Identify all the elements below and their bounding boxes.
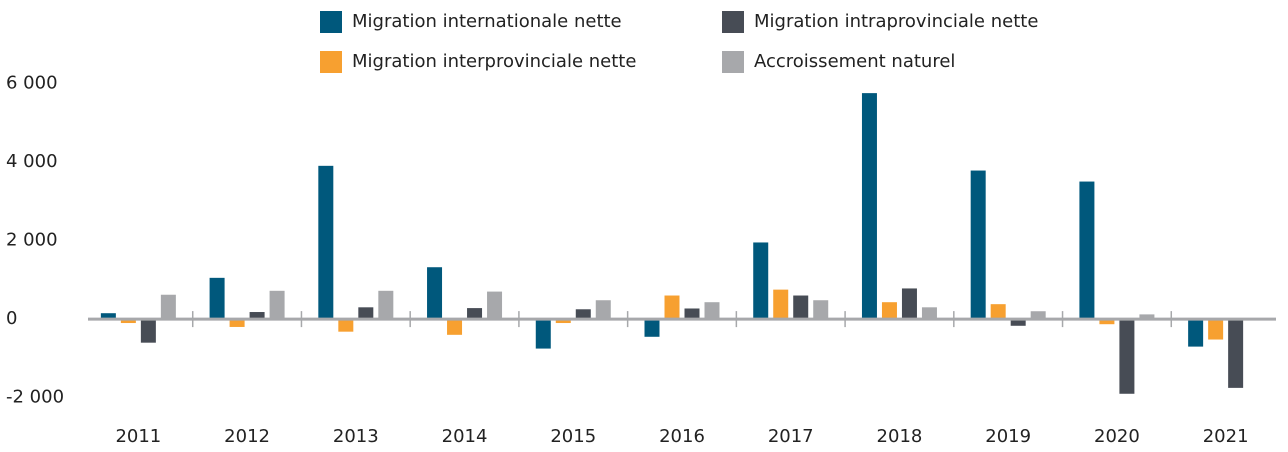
bar [535, 319, 551, 349]
x-tick-label: 2017 [768, 426, 814, 447]
x-tick-label: 2019 [985, 426, 1031, 447]
bar [229, 319, 245, 327]
legend-label: Accroissement naturel [754, 51, 955, 72]
bar [970, 170, 986, 320]
bar [921, 307, 937, 320]
bar [487, 291, 503, 320]
legend-label: Migration interprovinciale nette [352, 51, 636, 72]
bar [249, 312, 265, 320]
bar [269, 290, 285, 320]
bar [358, 307, 374, 320]
legend-swatch [320, 51, 342, 73]
bar [793, 295, 809, 320]
bar [100, 313, 116, 320]
bar [684, 308, 700, 320]
x-tick-label: 2018 [877, 426, 923, 447]
bar [881, 302, 897, 320]
bar [1079, 181, 1095, 320]
x-tick-label: 2016 [659, 426, 705, 447]
legend-label: Migration internationale nette [352, 11, 622, 32]
bar [644, 319, 660, 337]
legend-swatch [722, 51, 744, 73]
bar [813, 300, 829, 320]
bar [704, 302, 720, 320]
bar [753, 242, 769, 320]
x-tick-label: 2014 [442, 426, 488, 447]
legend-label: Migration intraprovinciale nette [754, 11, 1038, 32]
bar [427, 267, 443, 320]
bar [318, 165, 334, 320]
bar [555, 319, 571, 324]
bar [861, 93, 877, 320]
y-tick-label: -2 000 [6, 387, 64, 408]
bar [1010, 319, 1026, 326]
bar [467, 308, 483, 320]
bar [1139, 314, 1155, 320]
bar [338, 319, 354, 332]
y-tick-label: 0 [6, 308, 17, 329]
bar [1099, 319, 1115, 325]
bar [1208, 319, 1224, 340]
bar [160, 294, 176, 320]
x-tick-label: 2015 [550, 426, 596, 447]
bar [209, 277, 225, 320]
legend-swatch [320, 11, 342, 33]
x-tick-label: 2021 [1203, 426, 1249, 447]
bar [990, 304, 1006, 320]
bar [1228, 319, 1244, 388]
bar [901, 288, 917, 320]
bar [575, 309, 591, 320]
bar [1030, 311, 1046, 320]
bar [773, 289, 789, 320]
bar [120, 319, 136, 324]
x-tick-label: 2020 [1094, 426, 1140, 447]
x-tick-label: 2013 [333, 426, 379, 447]
y-tick-label: 6 000 [6, 72, 58, 93]
bar [595, 300, 611, 320]
legend-swatch [722, 11, 744, 33]
bar [1119, 319, 1135, 394]
bar [447, 319, 463, 335]
x-tick-label: 2011 [115, 426, 161, 447]
bar [140, 319, 156, 343]
x-tick-label: 2012 [224, 426, 270, 447]
y-tick-label: 4 000 [6, 151, 58, 172]
bar [378, 290, 394, 320]
bar [1188, 319, 1204, 347]
bar [664, 295, 680, 320]
y-tick-label: 2 000 [6, 230, 58, 251]
